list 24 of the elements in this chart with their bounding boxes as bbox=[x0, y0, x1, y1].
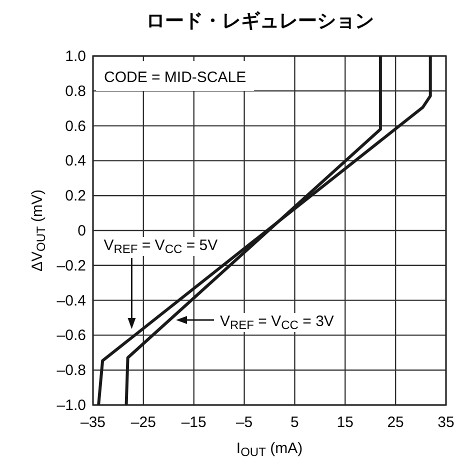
y-tick-label: –0.8 bbox=[56, 362, 86, 380]
annotation: CODE = MID-SCALE bbox=[104, 69, 246, 86]
x-tick-label: –25 bbox=[130, 414, 156, 431]
y-tick-label: –0.2 bbox=[56, 257, 86, 274]
y-tick-label: –0.6 bbox=[56, 327, 86, 344]
x-tick-label: 25 bbox=[387, 414, 404, 431]
x-tick-label: –15 bbox=[181, 414, 206, 431]
x-tick-label: –5 bbox=[236, 414, 253, 431]
chart-title: ロード・レギュレーション bbox=[146, 11, 374, 32]
annotation: V$_{REF}$ = V$_{CC}$ = 5V bbox=[104, 237, 218, 256]
y-tick-label: 0.8 bbox=[65, 82, 86, 100]
x-axis-title: I$_{OUT}$ (mA) bbox=[236, 440, 303, 459]
x-tick-label: 5 bbox=[290, 414, 299, 431]
y-tick-label: 1.0 bbox=[65, 48, 86, 65]
y-tick-label: 0.2 bbox=[65, 188, 86, 205]
y-tick-label: 0.4 bbox=[65, 152, 86, 170]
x-tick-label: –35 bbox=[80, 414, 106, 431]
y-tick-label: –0.4 bbox=[56, 292, 86, 310]
x-tick-label: 35 bbox=[438, 414, 454, 431]
y-tick-label: –1.0 bbox=[56, 397, 86, 414]
y-tick-label: 0 bbox=[78, 222, 86, 240]
x-tick-label: 15 bbox=[336, 414, 354, 431]
y-tick-label: 0.6 bbox=[65, 118, 86, 135]
annotation: V$_{REF}$ = V$_{CC}$ = 3V bbox=[220, 313, 334, 332]
